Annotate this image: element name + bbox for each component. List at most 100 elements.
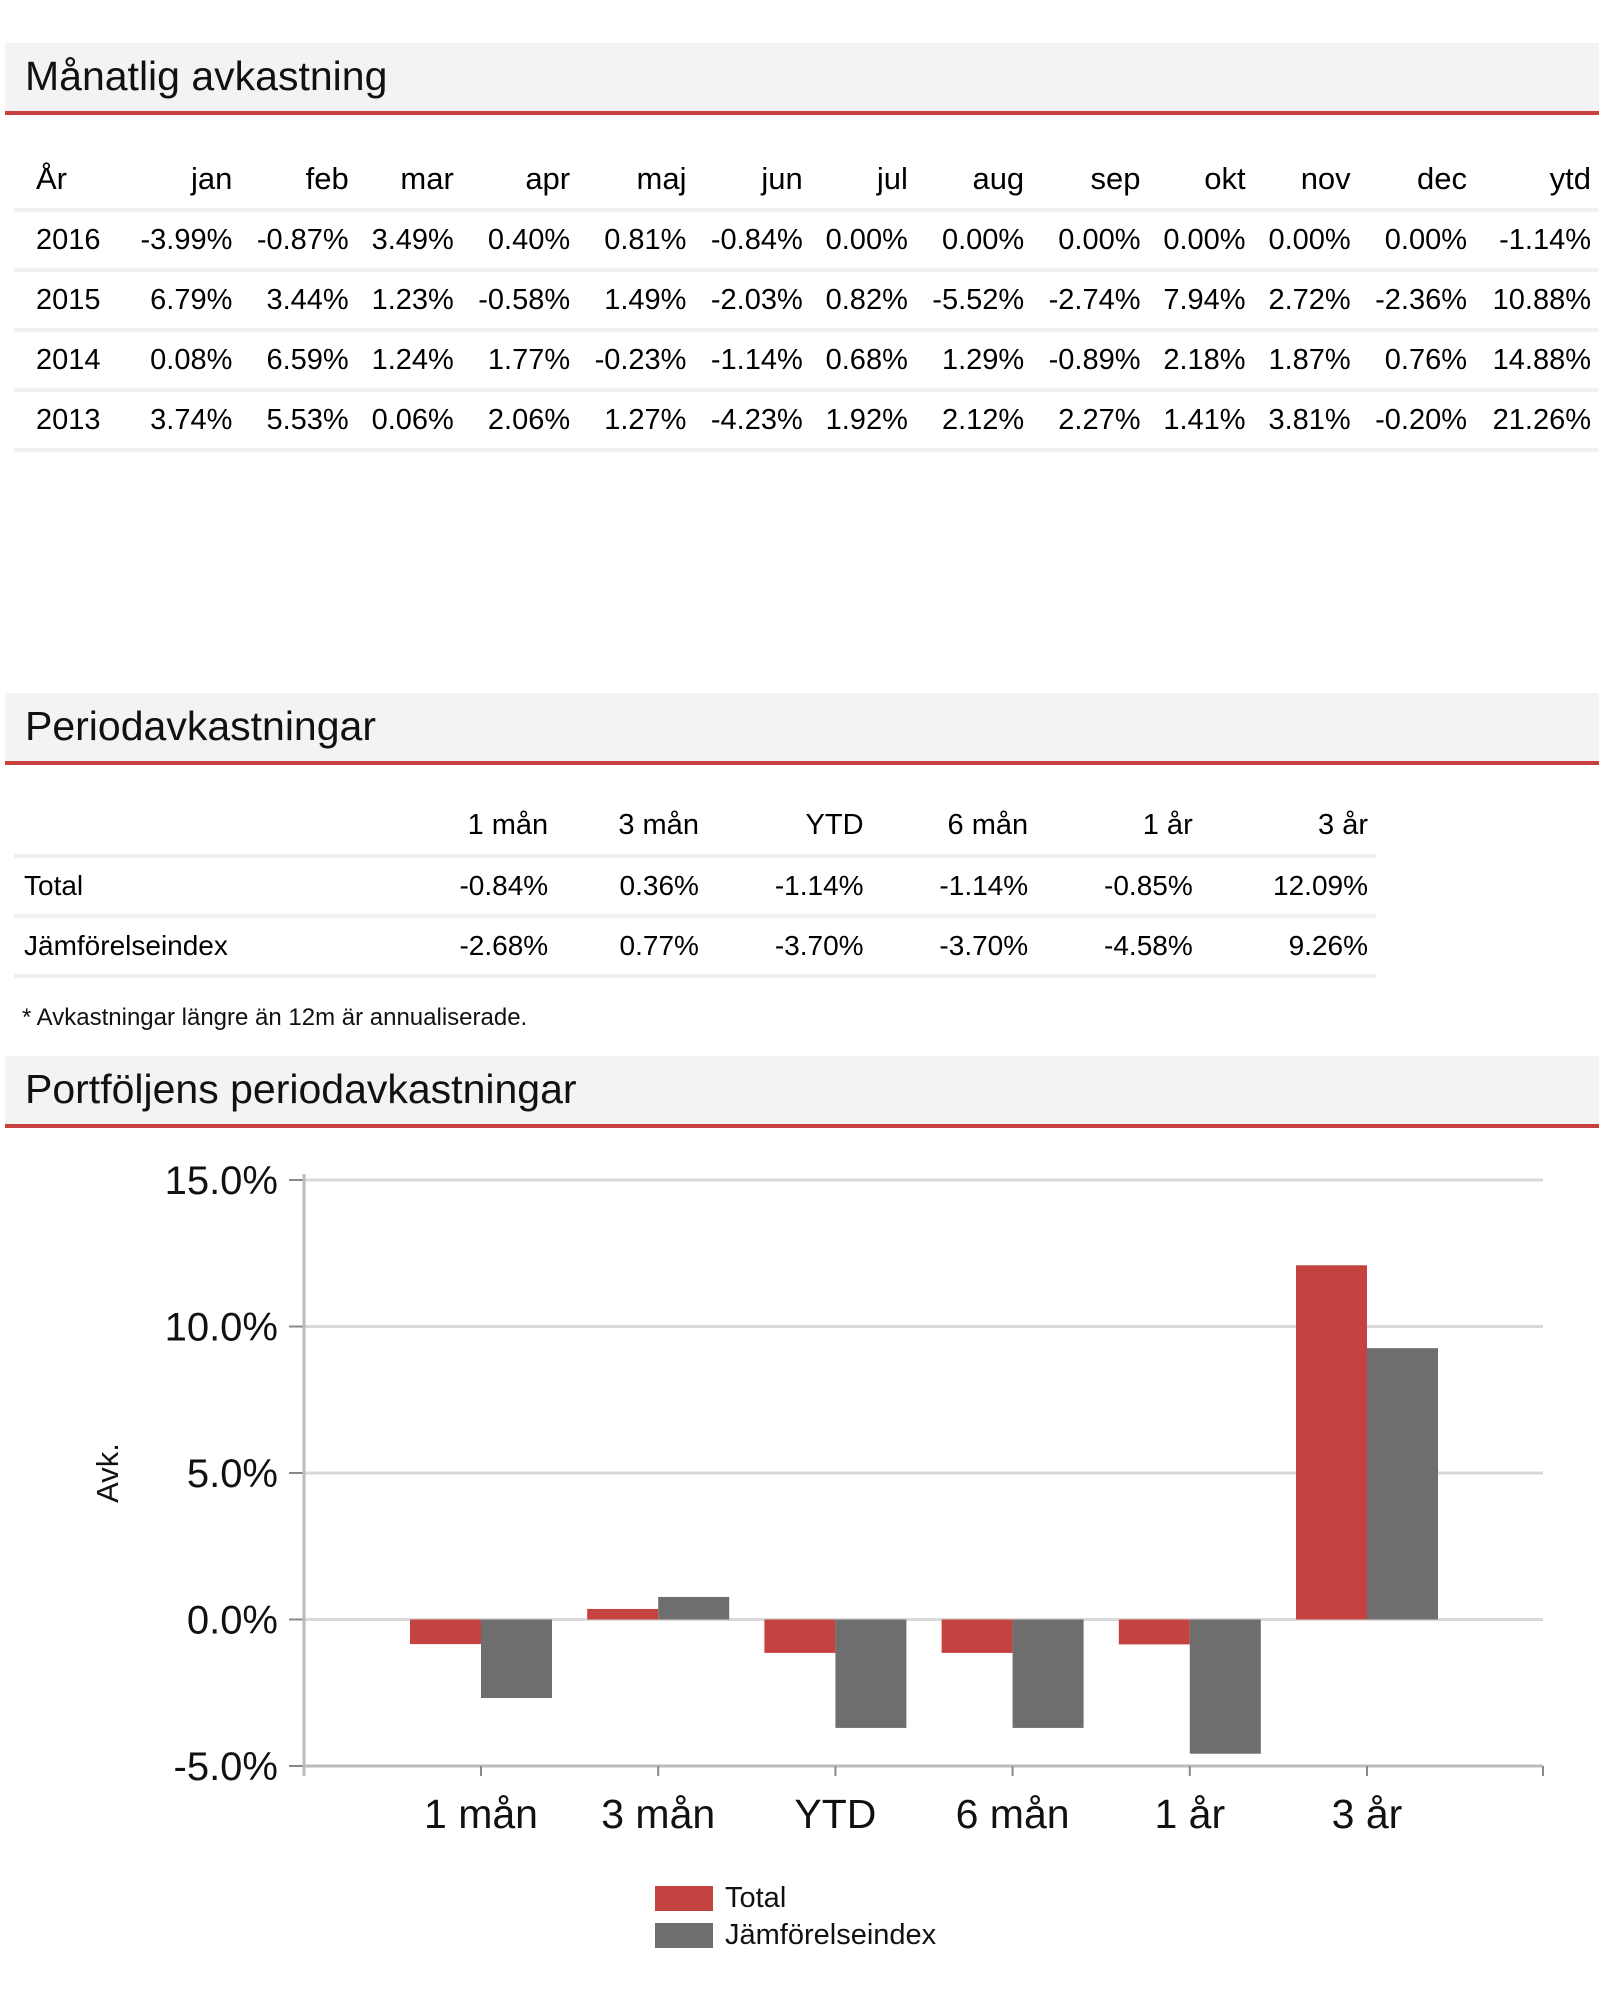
bar-index bbox=[481, 1619, 552, 1699]
monthly-header-cell: dec bbox=[1417, 161, 1467, 196]
period-header-cell: 3 mån bbox=[618, 808, 699, 841]
monthly-cell: 0.00% bbox=[915, 208, 1033, 270]
monthly-cell: 1.92% bbox=[810, 388, 916, 452]
y-tick-label: 0.0% bbox=[187, 1599, 278, 1643]
period-row-label: Total bbox=[14, 854, 392, 916]
monthly-cell: 14.88% bbox=[1475, 328, 1599, 390]
chart-legend: Total Jämförelseindex bbox=[655, 1880, 936, 1954]
bar-total bbox=[410, 1619, 481, 1645]
period-header-cell: YTD bbox=[805, 808, 864, 841]
monthly-header-cell: apr bbox=[525, 161, 571, 196]
period-cell: -2.68% bbox=[391, 914, 557, 978]
bar-total bbox=[1118, 1619, 1190, 1645]
monthly-row-label: 2013 bbox=[14, 388, 125, 452]
monthly-cell: 2.72% bbox=[1253, 268, 1359, 330]
legend-item-index: Jämförelseindex bbox=[655, 1917, 936, 1954]
monthly-cell: 0.40% bbox=[461, 208, 579, 270]
bar-index bbox=[658, 1596, 730, 1620]
monthly-row-label: 2016 bbox=[14, 208, 125, 270]
monthly-cell: 1.87% bbox=[1253, 328, 1359, 390]
monthly-cell: -0.89% bbox=[1032, 328, 1149, 390]
bar-index bbox=[1189, 1619, 1261, 1754]
monthly-cell: 7.94% bbox=[1148, 268, 1254, 330]
monthly-returns-table: År jan feb mar apr maj jun jul aug sep okt nov dec yt… bbox=[14, 150, 1599, 452]
monthly-cell: 0.00% bbox=[1148, 208, 1254, 270]
monthly-cell: 10.88% bbox=[1475, 268, 1599, 330]
monthly-cell: 2.06% bbox=[461, 388, 579, 452]
period-cell: 0.36% bbox=[556, 854, 707, 916]
monthly-cell: 1.41% bbox=[1148, 388, 1254, 452]
monthly-header-cell: ytd bbox=[1549, 161, 1591, 196]
monthly-header-cell: okt bbox=[1204, 161, 1246, 196]
period-cell: 0.77% bbox=[556, 914, 707, 978]
period-section-title: Periodavkastningar bbox=[25, 703, 376, 749]
monthly-cell: -0.84% bbox=[694, 208, 811, 270]
chart-section-header: Portföljens periodavkastningar bbox=[5, 1056, 1599, 1128]
monthly-cell: 2.12% bbox=[915, 388, 1033, 452]
monthly-header-row: År jan feb mar apr maj jun jul aug sep okt nov dec yt… bbox=[14, 150, 1599, 210]
monthly-header-cell: mar bbox=[400, 161, 454, 196]
period-cell: -0.84% bbox=[391, 854, 557, 916]
monthly-cell: -0.23% bbox=[578, 328, 695, 390]
monthly-cell: 0.08% bbox=[124, 328, 241, 390]
monthly-header-cell: nov bbox=[1300, 161, 1351, 196]
monthly-row: 2013 3.74% 5.53% 0.06% 2.06% 1.27% -4.23% 1.92%… bbox=[14, 388, 1599, 452]
legend-swatch-index bbox=[655, 1923, 713, 1948]
period-header-cell bbox=[14, 796, 392, 856]
monthly-cell: 5.53% bbox=[240, 388, 357, 452]
x-tick-label: 6 mån bbox=[956, 1791, 1070, 1837]
monthly-row-label: 2015 bbox=[14, 268, 125, 330]
monthly-cell: 0.82% bbox=[810, 268, 916, 330]
y-axis-label: Avk. bbox=[90, 1443, 125, 1503]
bar-index bbox=[1012, 1619, 1084, 1728]
period-cell: -3.70% bbox=[706, 914, 872, 978]
period-header-cell: 1 år bbox=[1142, 808, 1193, 841]
monthly-cell: 0.00% bbox=[1253, 208, 1359, 270]
period-returns-table: 1 mån 3 mån YTD 6 mån 1 år 3 år Total -0.84% 0.… bbox=[14, 796, 1376, 978]
monthly-cell: 0.76% bbox=[1358, 328, 1475, 390]
bar-total bbox=[764, 1619, 836, 1653]
period-header-row: 1 mån 3 mån YTD 6 mån 1 år 3 år bbox=[14, 796, 1376, 856]
monthly-cell: -4.23% bbox=[694, 388, 811, 452]
monthly-cell: 1.29% bbox=[915, 328, 1033, 390]
monthly-cell: 1.23% bbox=[356, 268, 462, 330]
bar-total bbox=[1296, 1265, 1367, 1620]
annualized-footnote: * Avkastningar längre än 12m är annualis… bbox=[22, 1004, 528, 1031]
monthly-row-label: 2014 bbox=[14, 328, 125, 390]
monthly-cell: -3.99% bbox=[124, 208, 241, 270]
monthly-cell: 0.00% bbox=[1358, 208, 1475, 270]
monthly-header-cell: jun bbox=[761, 161, 803, 196]
legend-label-total: Total bbox=[725, 1882, 787, 1914]
monthly-cell: -1.14% bbox=[1475, 208, 1599, 270]
monthly-cell: -1.14% bbox=[694, 328, 811, 390]
monthly-row: 2015 6.79% 3.44% 1.23% -0.58% 1.49% -2.03% 0.82… bbox=[14, 268, 1599, 330]
monthly-cell: -0.58% bbox=[461, 268, 579, 330]
period-header-cell: 1 mån bbox=[467, 808, 549, 841]
y-tick-label: 10.0% bbox=[165, 1306, 278, 1350]
monthly-header-cell: aug bbox=[972, 161, 1025, 196]
x-tick-label: 3 år bbox=[1332, 1791, 1403, 1837]
period-header-cell: 3 år bbox=[1318, 808, 1368, 841]
period-cell: -4.58% bbox=[1036, 914, 1201, 978]
period-header-cell: 6 mån bbox=[947, 808, 1029, 841]
monthly-cell: -5.52% bbox=[915, 268, 1033, 330]
y-tick-label: 5.0% bbox=[187, 1452, 278, 1496]
period-cell: -1.14% bbox=[706, 854, 872, 916]
x-tick-label: YTD bbox=[794, 1791, 876, 1837]
monthly-cell: 2.27% bbox=[1032, 388, 1149, 452]
monthly-cell: 3.74% bbox=[124, 388, 241, 452]
monthly-section-header: Månatlig avkastning bbox=[5, 43, 1599, 115]
monthly-row: 2014 0.08% 6.59% 1.24% 1.77% -0.23% -1.14% 0.68… bbox=[14, 328, 1599, 390]
x-tick-label: 1 år bbox=[1154, 1791, 1225, 1837]
monthly-cell: -2.74% bbox=[1032, 268, 1149, 330]
monthly-cell: 0.81% bbox=[578, 208, 695, 270]
monthly-cell: -0.20% bbox=[1358, 388, 1475, 452]
legend-label-index: Jämförelseindex bbox=[725, 1919, 937, 1951]
monthly-header-cell: sep bbox=[1090, 161, 1141, 196]
y-tick-label: 15.0% bbox=[165, 1159, 278, 1203]
period-row: Jämförelseindex -2.68% 0.77% -3.70% -3.70% -4… bbox=[14, 914, 1376, 978]
monthly-cell: -2.03% bbox=[694, 268, 811, 330]
monthly-header-cell: maj bbox=[636, 161, 687, 196]
period-cell: -1.14% bbox=[871, 854, 1037, 916]
monthly-cell: 21.26% bbox=[1475, 388, 1599, 452]
